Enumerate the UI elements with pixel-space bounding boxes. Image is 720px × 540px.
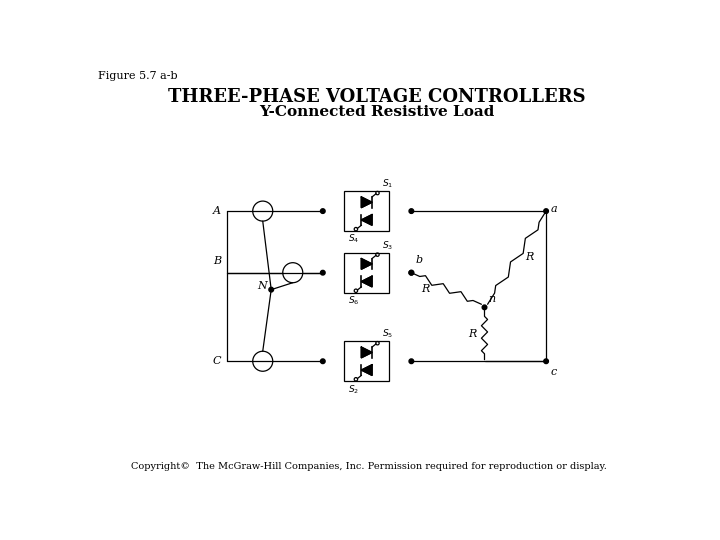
- Text: R: R: [525, 252, 534, 261]
- Text: $S_2$: $S_2$: [348, 383, 359, 396]
- Text: c: c: [551, 367, 557, 377]
- Text: a: a: [551, 204, 557, 214]
- Circle shape: [544, 209, 549, 213]
- Polygon shape: [361, 276, 372, 287]
- Text: $S_3$: $S_3$: [382, 239, 393, 252]
- Text: $S_4$: $S_4$: [348, 233, 359, 246]
- Text: $S_1$: $S_1$: [382, 178, 393, 190]
- Text: Figure 5.7 a-b: Figure 5.7 a-b: [98, 71, 178, 81]
- Text: THREE-PHASE VOLTAGE CONTROLLERS: THREE-PHASE VOLTAGE CONTROLLERS: [168, 88, 585, 106]
- Circle shape: [544, 359, 549, 363]
- Text: $S_5$: $S_5$: [382, 328, 393, 340]
- Bar: [344, 191, 389, 231]
- Text: b: b: [415, 255, 423, 265]
- Text: Y-Connected Resistive Load: Y-Connected Resistive Load: [259, 105, 495, 119]
- Circle shape: [269, 287, 274, 292]
- Circle shape: [409, 359, 414, 363]
- Text: R: R: [468, 329, 477, 339]
- Polygon shape: [361, 214, 372, 225]
- Text: C: C: [213, 356, 222, 366]
- Text: N: N: [257, 281, 267, 291]
- Polygon shape: [361, 347, 372, 358]
- Text: $S_6$: $S_6$: [348, 295, 360, 307]
- Polygon shape: [361, 197, 372, 208]
- Circle shape: [409, 271, 414, 275]
- Circle shape: [320, 359, 325, 363]
- Circle shape: [320, 271, 325, 275]
- Circle shape: [320, 209, 325, 213]
- Circle shape: [409, 209, 414, 213]
- Text: A: A: [213, 206, 221, 216]
- Text: n: n: [489, 294, 496, 303]
- Circle shape: [482, 305, 487, 309]
- Circle shape: [409, 271, 414, 275]
- Text: Copyright©  The McGraw-Hill Companies, Inc. Permission required for reproduction: Copyright© The McGraw-Hill Companies, In…: [131, 462, 607, 471]
- Polygon shape: [361, 364, 372, 375]
- Polygon shape: [361, 259, 372, 269]
- Text: R: R: [421, 284, 429, 294]
- Bar: [344, 341, 389, 381]
- Text: B: B: [213, 256, 221, 266]
- Bar: [344, 253, 389, 293]
